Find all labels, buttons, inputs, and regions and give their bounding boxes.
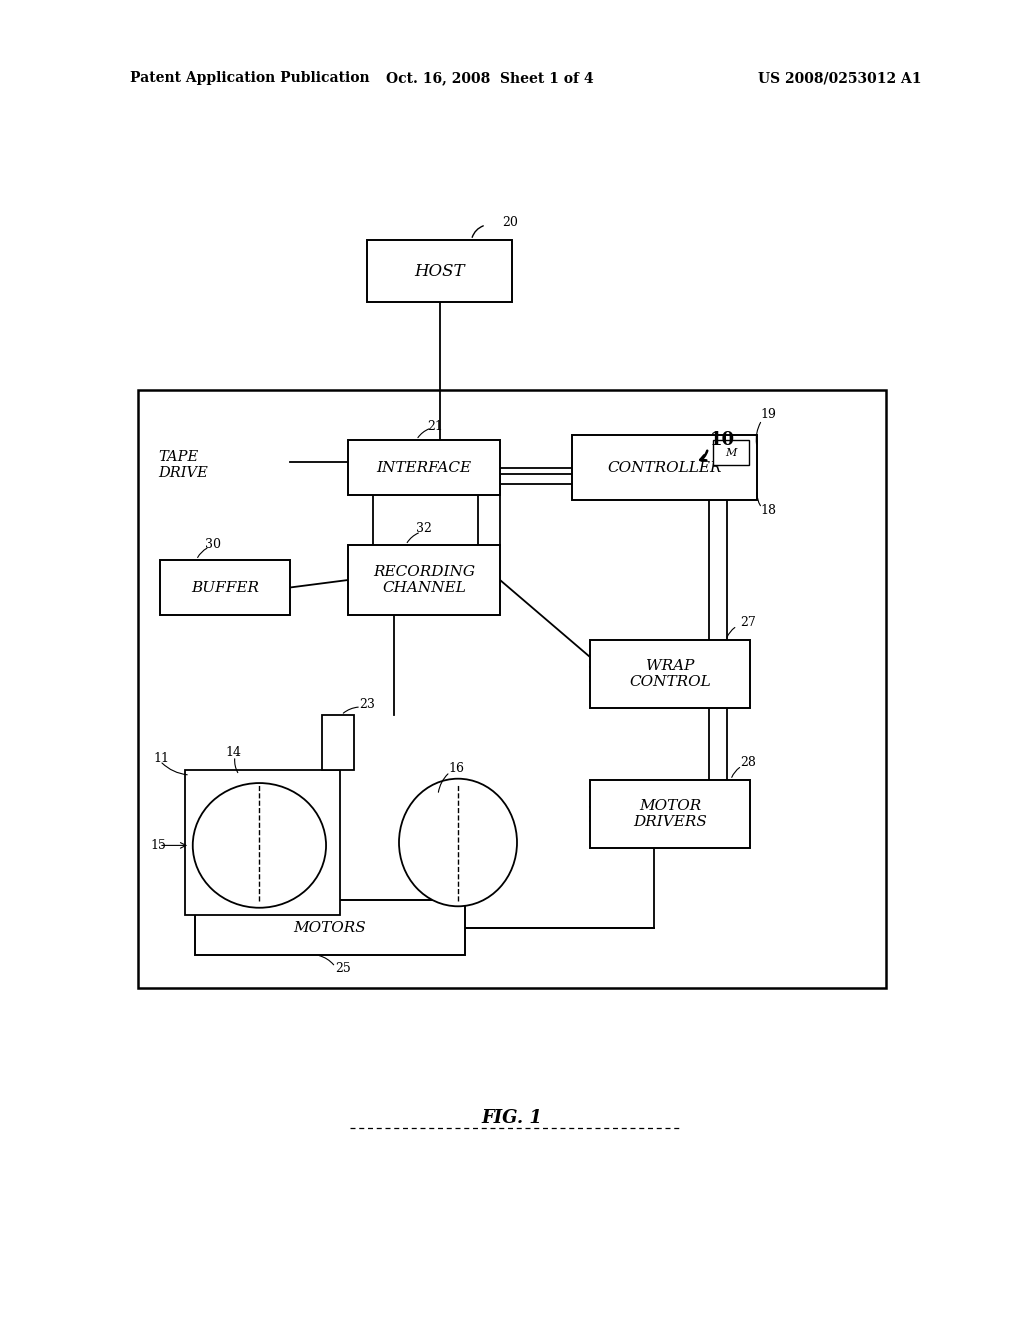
Text: MOTOR
DRIVERS: MOTOR DRIVERS [633,799,707,829]
Text: 21: 21 [427,420,443,433]
Text: HOST: HOST [414,263,465,280]
Text: CONTROLLER: CONTROLLER [607,461,722,474]
Text: Oct. 16, 2008  Sheet 1 of 4: Oct. 16, 2008 Sheet 1 of 4 [386,71,594,84]
Text: INTERFACE: INTERFACE [377,461,472,474]
Text: 18: 18 [760,503,776,516]
FancyBboxPatch shape [322,715,354,770]
Text: 23: 23 [359,698,375,711]
FancyBboxPatch shape [138,389,886,987]
Text: 30: 30 [206,537,221,550]
Text: 16: 16 [449,763,464,776]
FancyBboxPatch shape [590,640,750,708]
FancyBboxPatch shape [713,440,749,465]
Text: 28: 28 [740,755,756,768]
Text: 32: 32 [417,523,432,536]
Text: 14: 14 [225,746,241,759]
Ellipse shape [399,779,517,907]
FancyBboxPatch shape [185,770,340,915]
FancyBboxPatch shape [160,560,290,615]
Text: BUFFER: BUFFER [191,581,259,594]
FancyBboxPatch shape [195,900,465,954]
Text: RECORDING
CHANNEL: RECORDING CHANNEL [373,565,475,595]
FancyBboxPatch shape [348,545,500,615]
Text: 19: 19 [760,408,776,421]
Ellipse shape [193,783,326,908]
FancyBboxPatch shape [572,436,757,500]
Text: 20: 20 [502,215,518,228]
Text: TAPE
DRIVE: TAPE DRIVE [158,450,208,480]
Text: M: M [725,447,736,458]
FancyBboxPatch shape [348,440,500,495]
Text: 25: 25 [336,962,351,975]
Text: FIG. 1: FIG. 1 [481,1109,543,1127]
Text: Patent Application Publication: Patent Application Publication [130,71,370,84]
FancyBboxPatch shape [367,240,512,302]
Text: 11: 11 [153,751,169,764]
FancyBboxPatch shape [590,780,750,847]
Text: 15: 15 [150,840,166,851]
Text: WRAP
CONTROL: WRAP CONTROL [629,659,711,689]
Text: MOTORS: MOTORS [294,920,367,935]
Text: US 2008/0253012 A1: US 2008/0253012 A1 [758,71,922,84]
Text: 10: 10 [710,432,735,449]
Text: 27: 27 [740,615,756,628]
